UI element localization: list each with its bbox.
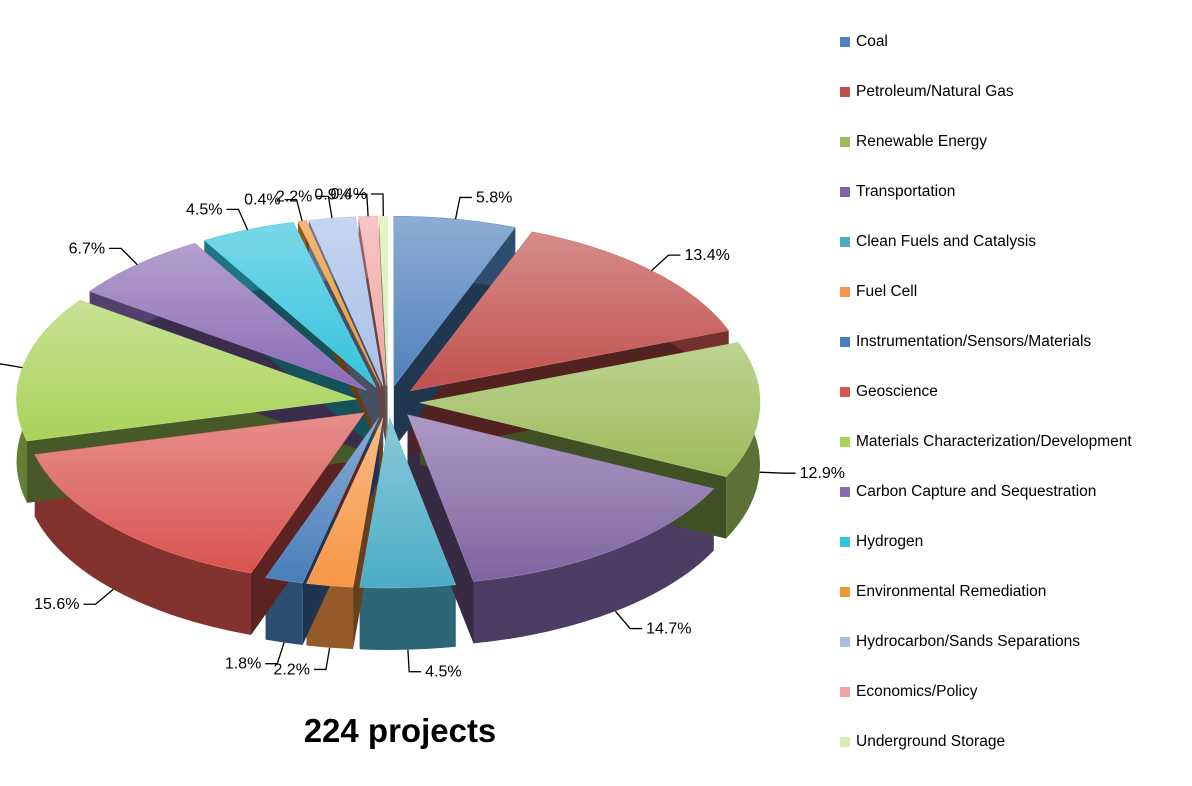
- leader-line: [316, 195, 333, 219]
- data-label: 0.4%: [331, 186, 367, 203]
- slice-outer-wall: [34, 454, 251, 636]
- legend-label: Fuel Cell: [856, 283, 918, 300]
- legend-item: Hydrogen: [840, 530, 923, 554]
- pie-slice-petroleum-natural-gas: [409, 231, 730, 392]
- chart-caption: 224 projects: [303, 712, 497, 749]
- legend-swatch: [840, 737, 850, 747]
- legend-item: Geoscience: [840, 380, 938, 404]
- legend-label: Renewable Energy: [856, 133, 987, 150]
- pie-slice-geoscience: [34, 412, 366, 574]
- leader-line: [354, 193, 369, 217]
- pie-slice-instrumentation-sensors-materials: [265, 417, 380, 584]
- data-label: 6.7%: [69, 240, 105, 257]
- legend-label: Clean Fuels and Catalysis: [856, 233, 1037, 250]
- leader-line: [83, 588, 114, 605]
- data-label: 1.8%: [225, 656, 261, 673]
- pie-slice-tops: [16, 215, 761, 589]
- legend-item: Hydrocarbon/Sands Separations: [840, 630, 1080, 654]
- legend-item: Transportation: [840, 180, 955, 204]
- legend-label: Environmental Remediation: [856, 583, 1047, 600]
- legend-swatch: [840, 37, 850, 47]
- legend-swatch: [840, 187, 850, 197]
- data-label: 2.2%: [276, 188, 312, 205]
- leader-line: [265, 642, 285, 665]
- legend-item: Clean Fuels and Catalysis: [840, 230, 1036, 254]
- legend-item: Carbon Capture and Sequestration: [840, 480, 1096, 504]
- legend-swatch: [840, 287, 850, 297]
- legend-item: Materials Characterization/Development: [840, 430, 1132, 454]
- data-label: 4.5%: [425, 664, 461, 681]
- pie-slice-clean-fuels-and-catalysis: [359, 416, 457, 589]
- legend-swatch: [840, 387, 850, 397]
- legend-item: Coal: [840, 30, 888, 54]
- data-labels: 5.8%13.4%12.9%14.7%4.5%2.2%1.8%15.6%13.8…: [0, 186, 845, 681]
- data-label: 0.9%: [314, 186, 350, 203]
- legend-swatch: [840, 237, 850, 247]
- leader-line: [454, 196, 472, 220]
- leader-line: [109, 247, 138, 266]
- legend-swatch: [840, 437, 850, 447]
- leader-line: [313, 647, 331, 671]
- slice-outer-wall: [359, 584, 456, 650]
- pie-slice-materials-characterization-development: [16, 299, 357, 442]
- legend-item: Underground Storage: [840, 730, 1005, 754]
- legend-label: Underground Storage: [856, 733, 1006, 750]
- legend-swatch: [840, 137, 850, 147]
- legend-item: Instrumentation/Sensors/Materials: [840, 330, 1091, 354]
- legend-item: Fuel Cell: [840, 280, 917, 304]
- legend-item: Economics/Policy: [840, 680, 977, 704]
- leader-line: [651, 254, 681, 272]
- legend-label: Hydrogen: [856, 533, 924, 550]
- leader-line: [407, 649, 422, 673]
- legend-label: Hydrocarbon/Sands Separations: [856, 633, 1081, 650]
- leader-line: [371, 193, 384, 217]
- leader-line: [0, 363, 23, 369]
- pie-slice-fuel-cell: [306, 417, 384, 588]
- legend-swatch: [840, 87, 850, 97]
- pie-slice-hydrogen: [203, 221, 377, 388]
- pie-slice-carbon-capture-and-sequestration: [89, 243, 367, 391]
- data-label: 5.8%: [476, 189, 512, 206]
- data-label: 13.4%: [684, 247, 729, 264]
- leader-line: [759, 471, 796, 474]
- legend-swatch: [840, 587, 850, 597]
- legend-swatch: [840, 537, 850, 547]
- pie-slice-renewable-energy: [419, 342, 761, 478]
- legend-swatch: [840, 337, 850, 347]
- slice-side-wall: [407, 414, 474, 644]
- legend-label: Geoscience: [856, 383, 938, 400]
- pie-slice-coal: [393, 215, 516, 388]
- data-label: 4.5%: [186, 201, 222, 218]
- legend-item: Environmental Remediation: [840, 580, 1046, 604]
- legend-label: Materials Characterization/Development: [856, 433, 1132, 450]
- legend-swatch: [840, 487, 850, 497]
- legend-label: Economics/Policy: [856, 683, 978, 700]
- leader-line: [226, 208, 249, 231]
- pie-slice-environmental-remediation: [297, 220, 381, 387]
- slice-outer-wall: [473, 488, 714, 644]
- data-label: 15.6%: [34, 596, 79, 613]
- legend-label: Carbon Capture and Sequestration: [856, 483, 1097, 500]
- pie-slice-transportation: [407, 414, 715, 582]
- legend-label: Petroleum/Natural Gas: [856, 83, 1014, 100]
- data-label: 14.7%: [646, 621, 691, 638]
- pie-slice-economics-policy: [358, 215, 387, 387]
- legend-item: Petroleum/Natural Gas: [840, 80, 1014, 104]
- legend-item: Renewable Energy: [840, 130, 987, 154]
- legend-swatch: [840, 687, 850, 697]
- data-label: 2.2%: [273, 661, 309, 678]
- data-label: 12.9%: [800, 465, 845, 482]
- legend-label: Transportation: [856, 183, 956, 200]
- legend-label: Coal: [856, 33, 888, 50]
- leader-line: [614, 610, 643, 630]
- legend-swatch: [840, 637, 850, 647]
- legend-label: Instrumentation/Sensors/Materials: [856, 333, 1092, 350]
- data-label: 0.4%: [244, 192, 280, 209]
- leader-line: [284, 198, 303, 222]
